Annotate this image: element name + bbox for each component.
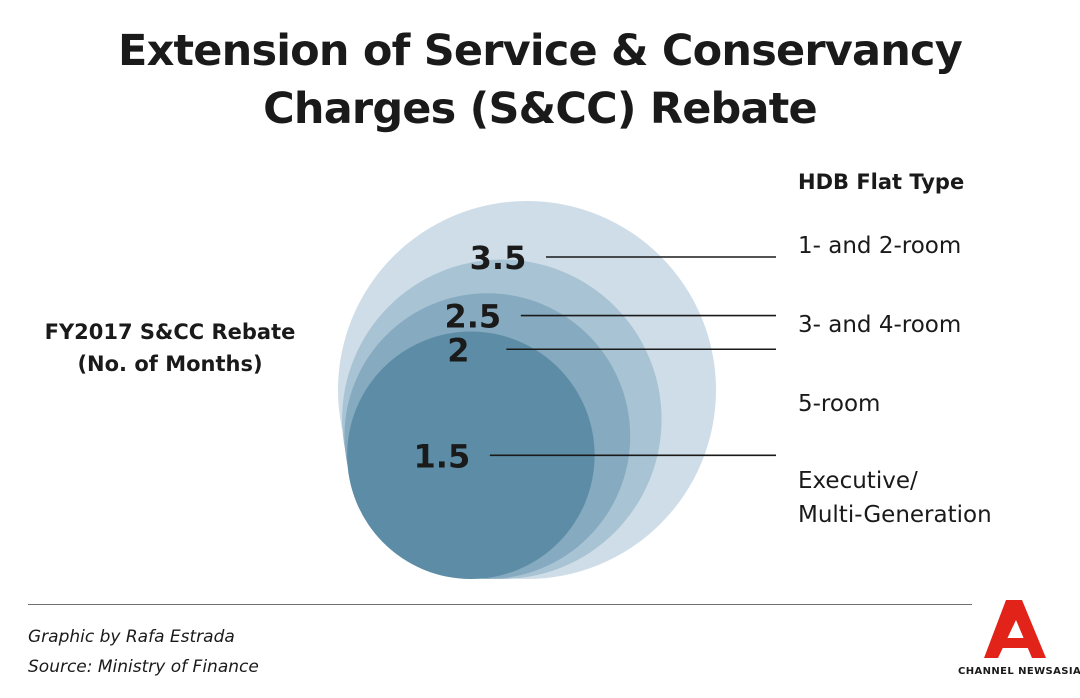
value-label-2: 2 [447, 331, 469, 369]
value-label-3-5: 3.5 [470, 239, 527, 277]
category-label-1-2-room: 1- and 2-room [798, 233, 962, 259]
y-axis-label-line-1: FY2017 S&CC Rebate [44, 320, 296, 344]
y-axis-label: FY2017 S&CC Rebate (No. of Months) [0, 316, 340, 380]
graphic-credit: Graphic by Rafa Estrada [28, 627, 235, 647]
value-label-1-5: 1.5 [414, 437, 471, 475]
bubble-1-5 [347, 331, 595, 579]
category-label-executive-line-2: Multi-Generation [798, 502, 992, 528]
footer-divider [28, 604, 972, 605]
channel-newsasia-logo-mark-icon [984, 600, 1046, 658]
y-axis-label-line-2: (No. of Months) [77, 352, 263, 376]
value-label-2-5: 2.5 [444, 298, 501, 336]
category-label-3-4-room: 3- and 4-room [798, 312, 962, 338]
category-label-5-room: 5-room [798, 391, 881, 417]
category-label-executive-line-1: Executive/ [798, 468, 918, 494]
chart-title: Extension of Service & Conservancy Charg… [0, 22, 1080, 138]
source-credit: Source: Ministry of Finance [28, 657, 259, 677]
channel-newsasia-logo: CHANNEL NEWSASIA [958, 596, 1080, 688]
chart-title-line-2: Charges (S&CC) Rebate [263, 84, 818, 134]
credits: Graphic by Rafa Estrada Source: Ministry… [28, 622, 259, 682]
legend-title: HDB Flat Type [798, 170, 965, 194]
chart-title-line-1: Extension of Service & Conservancy [118, 26, 963, 76]
category-label-executive: Executive/ Multi-Generation [798, 464, 992, 532]
logo-wordmark: CHANNEL NEWSASIA [958, 666, 1080, 677]
